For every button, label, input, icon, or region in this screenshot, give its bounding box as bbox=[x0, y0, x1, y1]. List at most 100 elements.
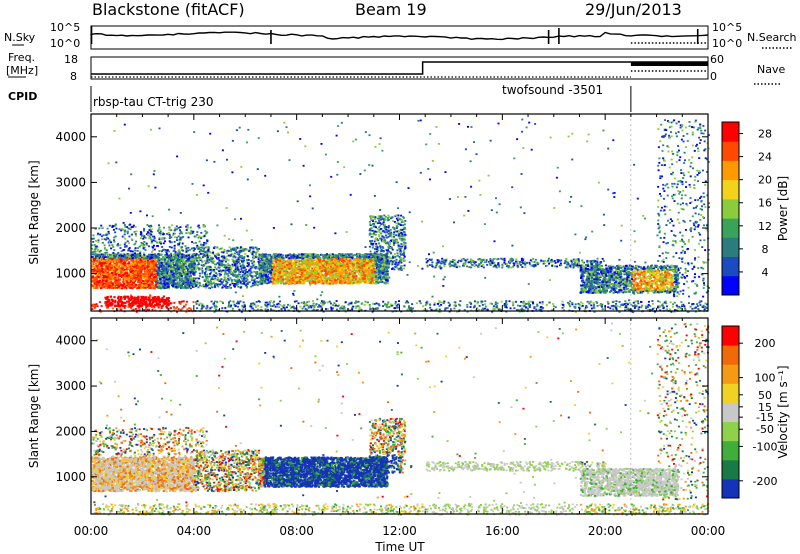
echo-cell bbox=[176, 239, 178, 241]
echo-cell bbox=[135, 234, 138, 237]
echo-cell bbox=[126, 267, 129, 270]
echo-cell bbox=[167, 285, 170, 288]
echo-cell bbox=[168, 250, 171, 253]
echo-cell bbox=[100, 224, 103, 227]
echo-cell bbox=[145, 242, 148, 245]
echo-cell bbox=[147, 254, 151, 257]
echo-cell bbox=[189, 279, 192, 282]
echo-cell bbox=[136, 262, 139, 265]
echo-cell bbox=[192, 282, 195, 285]
echo-cell bbox=[116, 286, 119, 289]
echo-cell bbox=[142, 237, 145, 240]
echo-cell bbox=[193, 262, 196, 265]
echo-cell bbox=[155, 276, 159, 279]
echo-cell bbox=[238, 250, 241, 253]
echo-cell bbox=[177, 268, 180, 271]
echo-cell bbox=[104, 248, 107, 251]
echo-cell bbox=[256, 248, 259, 250]
echo-cell bbox=[119, 263, 122, 266]
echo-cell bbox=[95, 284, 98, 287]
echo-cell bbox=[186, 260, 190, 263]
echo-cell bbox=[236, 274, 239, 277]
top-strips bbox=[8, 25, 792, 112]
echo-cell bbox=[218, 263, 221, 266]
echo-cell bbox=[91, 280, 94, 283]
echo-cell bbox=[122, 249, 125, 252]
echo-cell bbox=[124, 226, 127, 228]
echo-cell bbox=[225, 272, 228, 275]
echo-cell bbox=[204, 270, 207, 273]
echo-cell bbox=[174, 268, 177, 271]
echo-cell bbox=[159, 233, 162, 236]
echo-cell bbox=[168, 278, 171, 281]
echo-cell bbox=[103, 238, 106, 241]
echo-cell bbox=[189, 271, 192, 274]
echo-cell bbox=[104, 284, 107, 287]
echo-cell bbox=[112, 269, 116, 272]
echo-cell bbox=[195, 246, 198, 249]
echo-cell bbox=[117, 274, 121, 277]
echo-cell bbox=[159, 273, 162, 276]
echo-cell bbox=[331, 253, 334, 256]
echo-cell bbox=[92, 270, 95, 272]
echo-cell bbox=[103, 244, 106, 247]
echo-cell bbox=[159, 232, 162, 235]
echo-cell bbox=[103, 252, 106, 255]
echo-cell bbox=[152, 249, 155, 252]
echo-cell bbox=[255, 281, 258, 283]
echo-cell bbox=[97, 273, 100, 276]
echo-cell bbox=[186, 271, 189, 274]
echo-cell bbox=[157, 256, 161, 259]
echo-cell bbox=[129, 279, 132, 282]
echo-cell bbox=[115, 227, 118, 230]
echo-cell bbox=[200, 264, 203, 267]
echo-cell bbox=[112, 228, 115, 231]
echo-cell bbox=[223, 259, 226, 261]
echo-cell bbox=[142, 255, 145, 258]
echo-cell bbox=[135, 267, 138, 270]
echo-cell bbox=[111, 278, 114, 281]
echo-cell bbox=[123, 233, 126, 236]
echo-cell bbox=[161, 246, 164, 248]
echo-cell bbox=[113, 249, 116, 251]
echo-cell bbox=[134, 247, 137, 249]
echo-cell bbox=[249, 251, 252, 254]
echo-cell bbox=[117, 252, 120, 254]
echo-cell bbox=[133, 255, 136, 258]
echo-cell bbox=[134, 257, 137, 260]
echo-cell bbox=[137, 286, 140, 289]
echo-cell bbox=[152, 283, 155, 286]
echo-cell bbox=[175, 279, 178, 282]
echo-cell bbox=[101, 264, 104, 267]
echo-cell bbox=[202, 265, 205, 267]
echo-cell bbox=[128, 272, 131, 275]
echo-cell bbox=[249, 248, 252, 251]
echo-cell bbox=[207, 283, 210, 286]
echo-cell bbox=[232, 265, 234, 268]
echo-cell bbox=[179, 284, 182, 287]
echo-cell bbox=[101, 267, 104, 270]
echo-cell bbox=[225, 258, 228, 260]
echo-cell bbox=[212, 251, 214, 254]
echo-cell bbox=[105, 265, 108, 268]
echo-cell bbox=[367, 281, 370, 284]
echo-cell bbox=[139, 233, 142, 236]
echo-cell bbox=[99, 271, 102, 274]
echo-cell bbox=[183, 273, 186, 276]
echo-cell bbox=[124, 263, 127, 266]
echo-cell bbox=[204, 260, 207, 262]
echo-cell bbox=[225, 283, 228, 285]
echo-cell bbox=[124, 266, 127, 269]
echo-cell bbox=[201, 272, 204, 275]
echo-cell bbox=[110, 255, 113, 258]
echo-cell bbox=[187, 254, 190, 257]
echo-cell bbox=[106, 227, 109, 230]
echo-cell bbox=[127, 249, 130, 252]
echo-cell bbox=[102, 271, 105, 274]
echo-cell bbox=[175, 284, 178, 287]
echo-cell bbox=[98, 283, 101, 285]
echo-cell bbox=[144, 286, 147, 289]
echo-cell bbox=[109, 273, 113, 276]
echo-cell bbox=[178, 241, 181, 244]
echo-cell bbox=[246, 283, 249, 285]
